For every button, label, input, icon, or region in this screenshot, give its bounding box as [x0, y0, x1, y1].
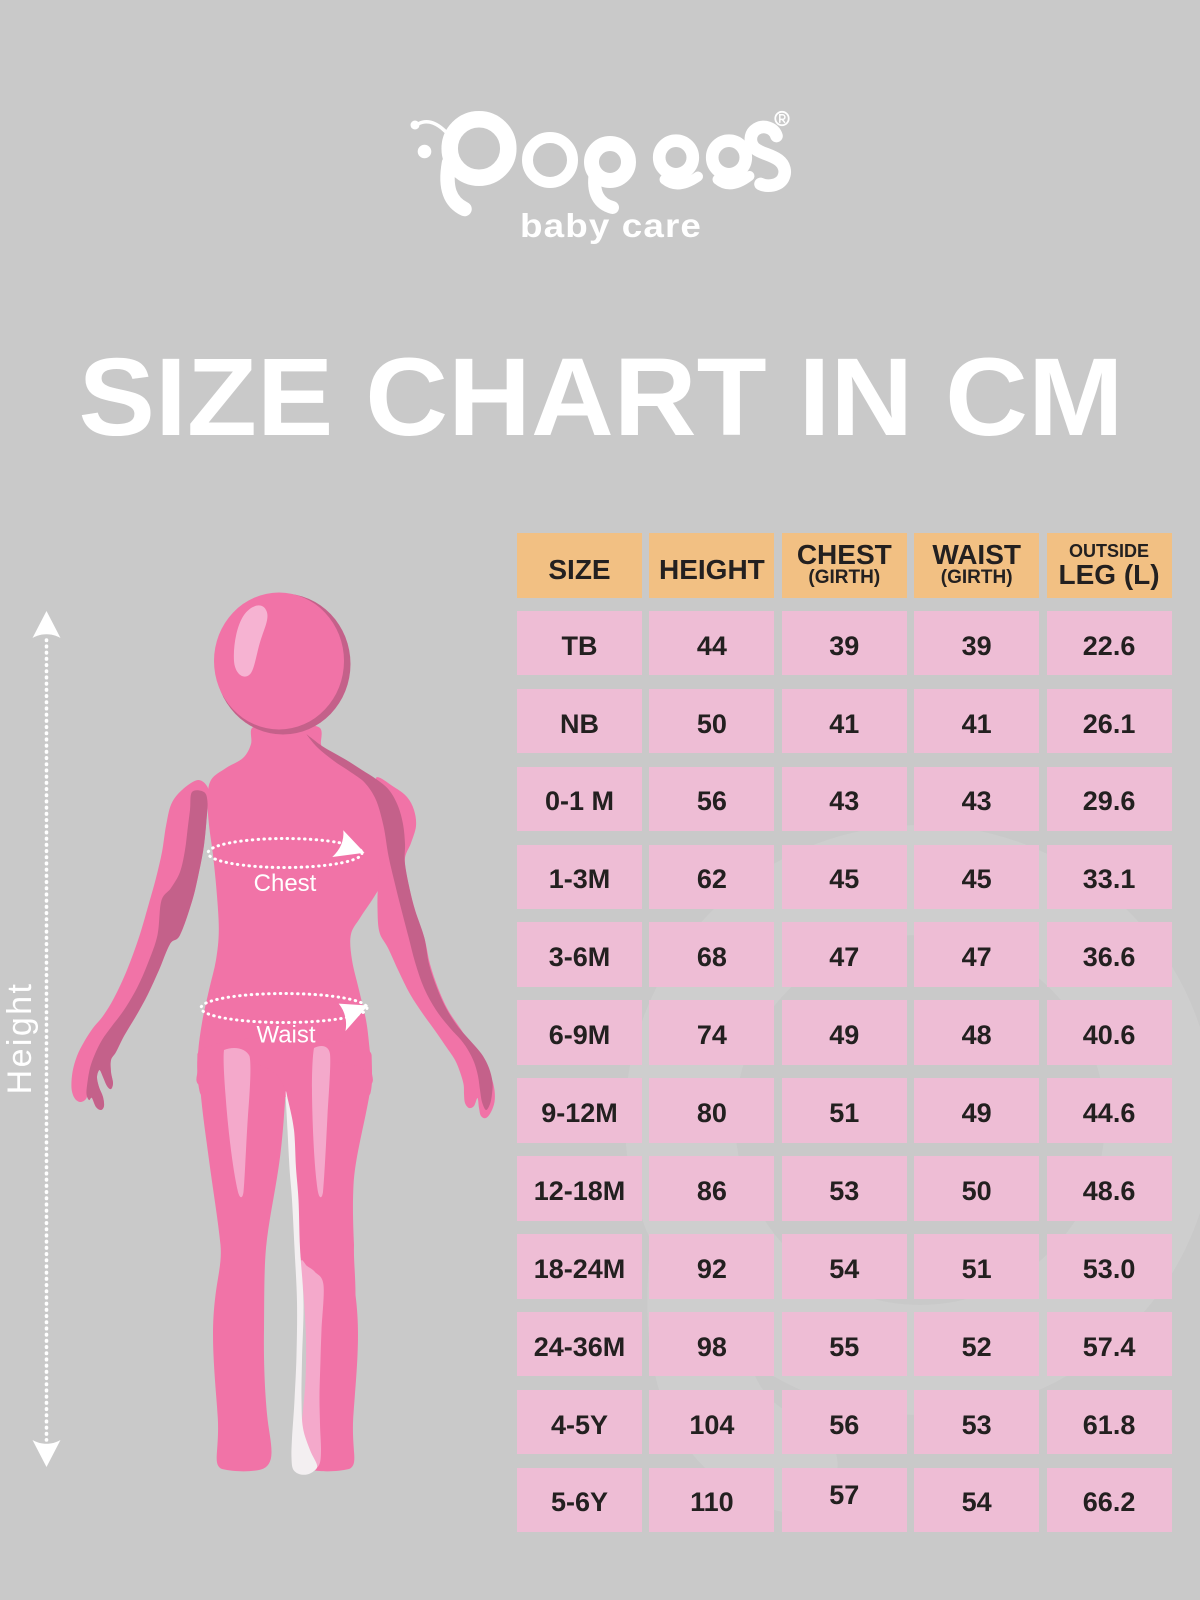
svg-text:Waist: Waist	[256, 1022, 315, 1049]
svg-text:SIZE CHART IN CM: SIZE CHART IN CM	[79, 336, 1124, 459]
svg-text:baby care: baby care	[520, 207, 702, 244]
svg-text:Chest: Chest	[254, 870, 317, 897]
